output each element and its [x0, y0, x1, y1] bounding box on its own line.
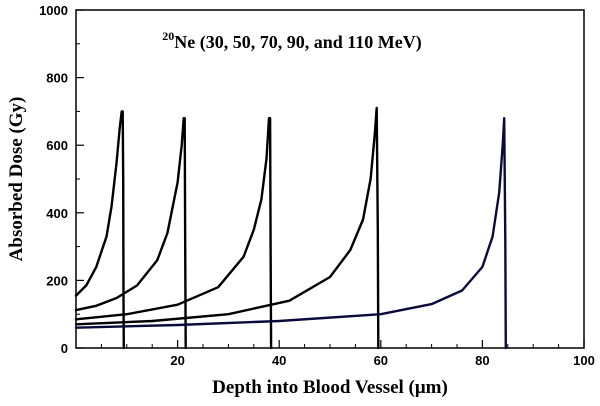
series-line-3: [74, 116, 273, 350]
series-line-5: [74, 116, 507, 350]
major-ticks: [76, 9, 585, 349]
x-tick-label: 60: [374, 353, 388, 368]
series-line-1: [74, 110, 126, 350]
x-tick-label: 80: [475, 353, 489, 368]
y-tick-label: 400: [46, 206, 68, 221]
series-line-2: [74, 116, 187, 350]
y-tick-label: 1000: [39, 3, 68, 18]
y-tick-label: 0: [61, 341, 68, 356]
series-line-4: [74, 106, 380, 350]
chart-title-superscript: 20: [162, 29, 174, 43]
chart-title-text: Ne (30, 50, 70, 90, and 110 MeV): [174, 32, 421, 53]
series-group: [74, 106, 507, 350]
chart-title: 20Ne (30, 50, 70, 90, and 110 MeV): [162, 29, 421, 53]
y-axis-title: Absorbed Dose (Gy): [6, 97, 27, 262]
minor-ticks: [76, 43, 560, 348]
x-tick-label: 20: [170, 353, 184, 368]
y-tick-label: 800: [46, 71, 68, 86]
x-axis-title: Depth into Blood Vessel (μm): [212, 377, 448, 398]
x-tick-label: 100: [573, 353, 595, 368]
x-tick-label: 40: [272, 353, 286, 368]
y-tick-label: 200: [46, 273, 68, 288]
x-tick-labels: 20 40 60 80 100: [170, 353, 594, 368]
plot-frame: [75, 9, 585, 349]
y-tick-labels: 0 200 400 600 800 1000: [39, 3, 68, 356]
y-tick-label: 600: [46, 138, 68, 153]
